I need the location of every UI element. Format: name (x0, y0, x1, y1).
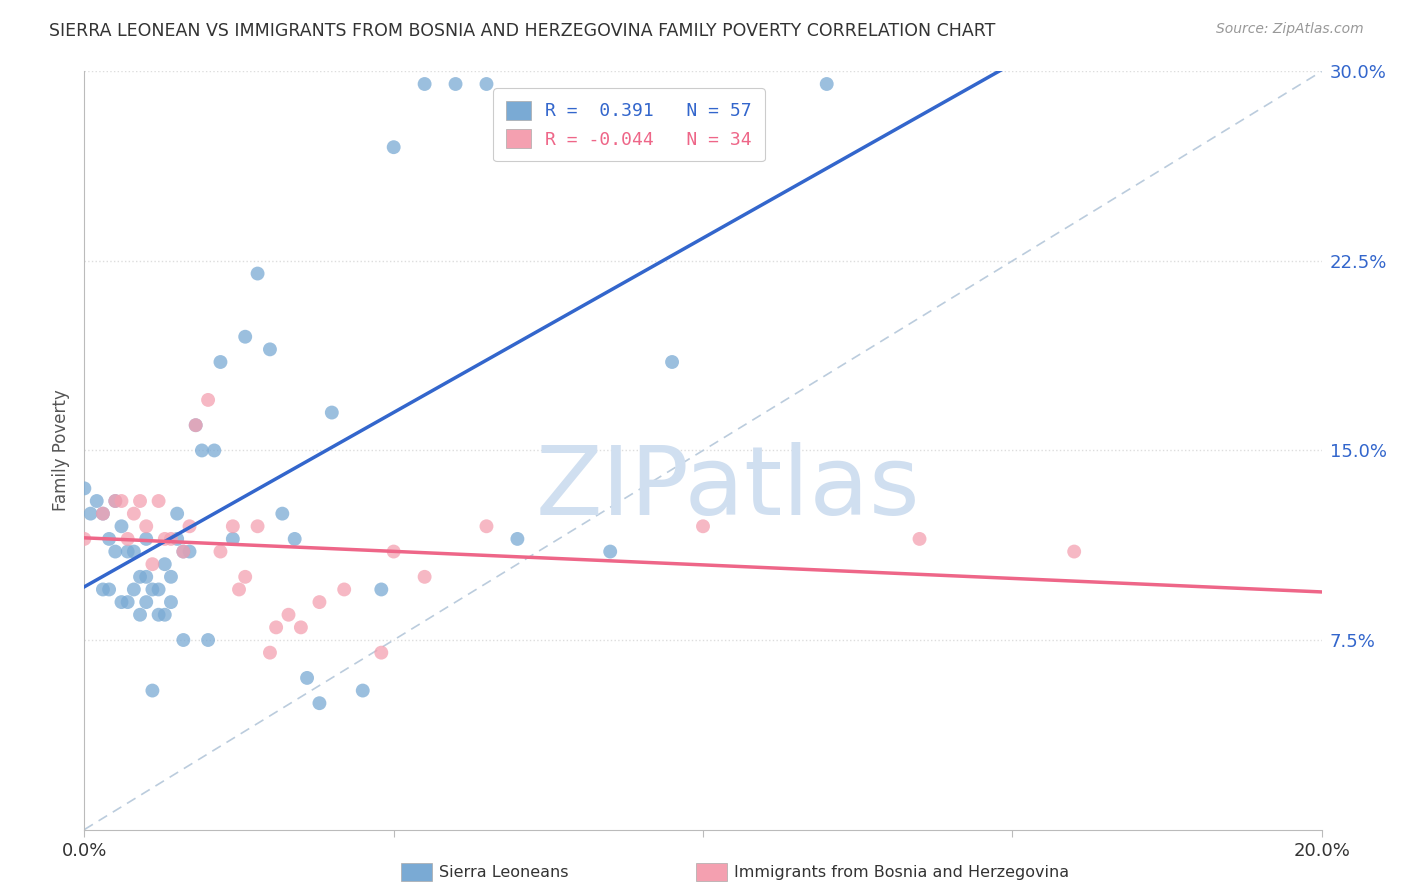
Point (98, 582, 121, 597)
Point (73, 532, 96, 546)
Point (290, 620, 312, 634)
Point (104, 494, 127, 508)
Point (91, 507, 114, 521)
Point (661, 355, 683, 369)
Point (692, 519, 714, 533)
Point (160, 532, 183, 546)
Point (135, 595, 157, 609)
Point (352, 683, 374, 698)
Point (117, 544, 139, 558)
Point (184, 418, 207, 433)
Point (129, 570, 152, 584)
Point (1063, 544, 1085, 558)
Point (233, 570, 256, 584)
Point (295, 671, 318, 685)
Point (475, 77, 498, 91)
Point (184, 418, 207, 433)
Point (98, 532, 121, 546)
Point (135, 570, 157, 584)
Point (908, 532, 931, 546)
Point (259, 343, 281, 357)
Point (413, 570, 436, 584)
Point (153, 557, 176, 572)
Point (166, 507, 188, 521)
Point (160, 595, 183, 609)
Point (122, 582, 145, 597)
Point (444, 77, 467, 91)
Text: ZIPatlas: ZIPatlas (536, 442, 920, 535)
Point (179, 544, 201, 558)
Y-axis label: Family Poverty: Family Poverty (52, 390, 70, 511)
Point (233, 330, 256, 344)
Point (370, 582, 392, 597)
Point (141, 582, 163, 597)
Point (246, 519, 269, 533)
Point (209, 355, 232, 369)
Point (172, 633, 194, 648)
Point (104, 494, 127, 508)
Point (129, 607, 152, 622)
Text: Source: ZipAtlas.com: Source: ZipAtlas.com (1216, 22, 1364, 37)
Point (228, 582, 250, 597)
Point (86, 494, 108, 508)
Point (197, 633, 219, 648)
Point (122, 507, 145, 521)
Point (135, 532, 157, 546)
Point (110, 519, 132, 533)
Point (284, 532, 307, 546)
Legend: R =  0.391   N = 57, R = -0.044   N = 34: R = 0.391 N = 57, R = -0.044 N = 34 (494, 88, 765, 161)
Point (110, 494, 132, 508)
Point (166, 532, 188, 546)
Point (475, 519, 498, 533)
Text: Sierra Leoneans: Sierra Leoneans (439, 865, 568, 880)
Point (91, 507, 114, 521)
Point (117, 595, 139, 609)
Point (153, 607, 176, 622)
Point (197, 392, 219, 407)
Point (308, 595, 330, 609)
Point (135, 519, 157, 533)
Text: SIERRA LEONEAN VS IMMIGRANTS FROM BOSNIA AND HERZEGOVINA FAMILY POVERTY CORRELAT: SIERRA LEONEAN VS IMMIGRANTS FROM BOSNIA… (49, 22, 995, 40)
Text: Immigrants from Bosnia and Herzegovina: Immigrants from Bosnia and Herzegovina (734, 865, 1069, 880)
Point (308, 696, 330, 710)
Point (202, 443, 225, 458)
Point (209, 544, 232, 558)
Point (153, 532, 176, 546)
Point (172, 544, 194, 558)
Point (129, 494, 152, 508)
Point (148, 494, 170, 508)
Point (222, 532, 245, 546)
Point (815, 77, 838, 91)
Point (73, 482, 96, 496)
Point (599, 544, 621, 558)
Point (382, 544, 405, 558)
Point (141, 683, 163, 698)
Point (160, 570, 183, 584)
Point (91, 582, 114, 597)
Point (148, 582, 170, 597)
Point (259, 646, 281, 660)
Point (79, 507, 101, 521)
Point (246, 267, 269, 281)
Point (321, 405, 343, 420)
Point (370, 646, 392, 660)
Point (104, 544, 127, 558)
Point (117, 532, 139, 546)
Point (333, 582, 356, 597)
Point (172, 544, 194, 558)
Point (179, 519, 201, 533)
Point (413, 77, 436, 91)
Point (122, 544, 145, 558)
Point (382, 140, 405, 154)
Point (141, 557, 163, 572)
Point (222, 519, 245, 533)
Point (264, 620, 287, 634)
Point (506, 532, 529, 546)
Point (271, 507, 294, 521)
Point (191, 443, 214, 458)
Point (277, 607, 299, 622)
Point (110, 595, 132, 609)
Point (148, 607, 170, 622)
